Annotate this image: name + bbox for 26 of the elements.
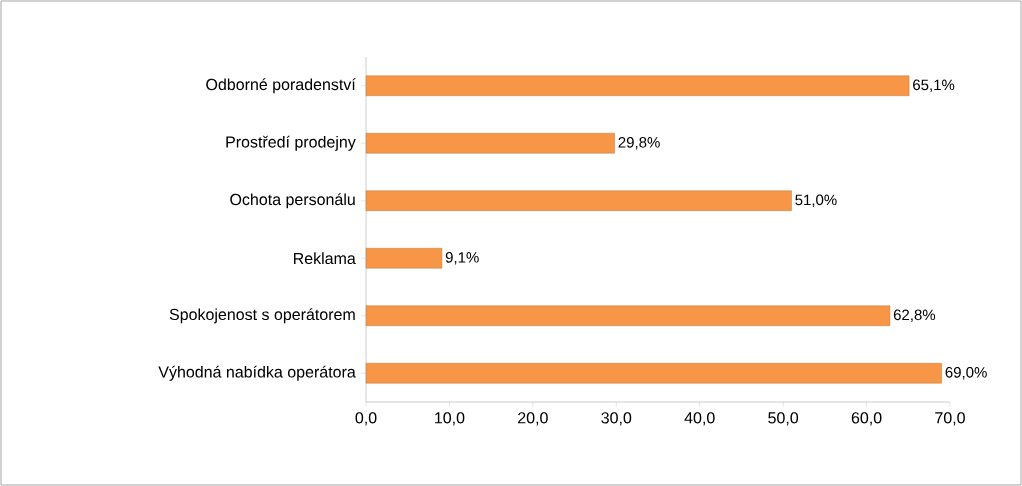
y-tick-label: Odborné poradenství: [206, 78, 356, 94]
data-label: 65,1%: [913, 79, 955, 92]
bar: [365, 190, 792, 211]
data-label: 29,8%: [618, 137, 660, 150]
y-tick-label: Výhodná nabídka operátora: [158, 365, 356, 381]
x-tick-label: 60,0: [851, 412, 882, 426]
y-tick-label: Ochota personálu: [230, 193, 355, 209]
data-label: 51,0%: [795, 194, 837, 207]
x-tick-label: 0,0: [355, 412, 377, 426]
data-label: 62,8%: [893, 309, 936, 322]
x-tick-label: 10,0: [435, 412, 465, 426]
x-tick-label: 40,0: [684, 412, 715, 426]
bar: [365, 75, 910, 96]
y-tick-label: Reklama: [293, 252, 356, 265]
y-tick-label: Spokojenost s operátorem: [169, 308, 355, 324]
bar: [365, 133, 615, 154]
x-tick-label: 20,0: [518, 412, 548, 426]
bar: [365, 248, 443, 269]
x-tick-label: 50,0: [768, 412, 799, 426]
x-tick-label: 30,0: [601, 412, 632, 426]
data-label: 9,1%: [445, 252, 479, 265]
x-tick-label: 70,0: [935, 412, 965, 426]
data-label: 69,0%: [945, 367, 987, 380]
bar: [365, 305, 891, 326]
y-tick-label: Prostředí prodejny: [226, 135, 356, 151]
bar: [365, 363, 942, 384]
